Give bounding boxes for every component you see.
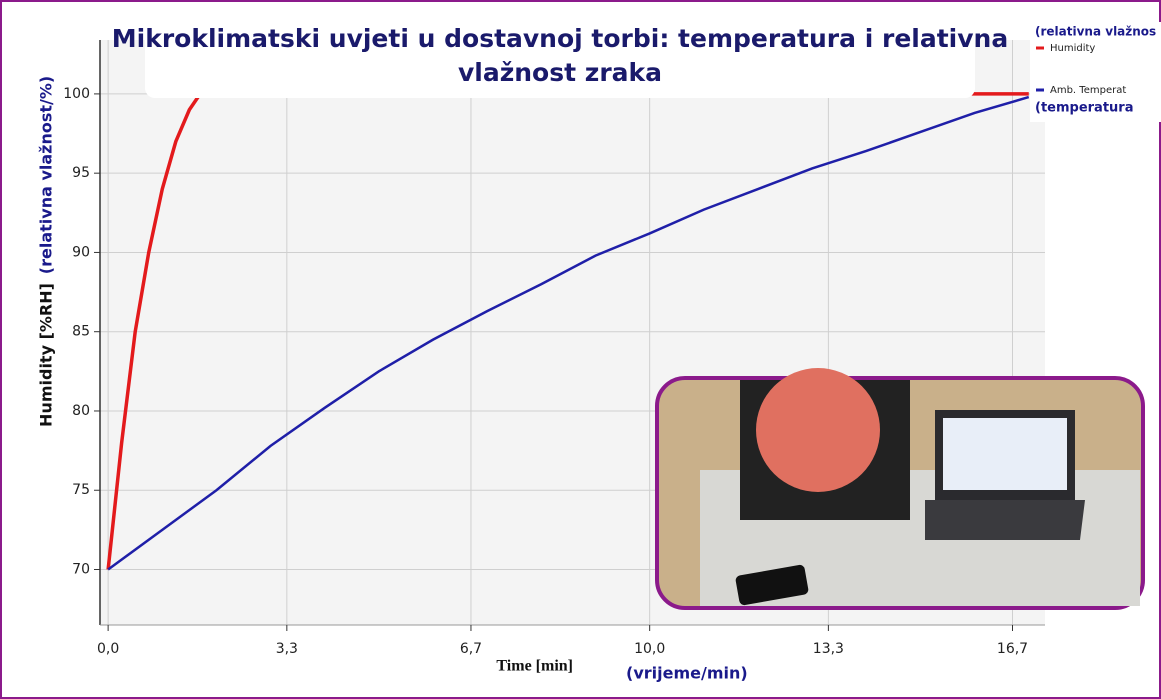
blur-circle — [756, 368, 880, 492]
screenshot: Mikroklimatski uvjeti u dostavnoj torbi:… — [0, 0, 1161, 699]
legend-label: Amb. Temperat — [1050, 85, 1126, 96]
x-tick-label: 0,0 — [97, 641, 119, 657]
laptop-display — [943, 418, 1067, 490]
legend-label: Humidity — [1050, 43, 1095, 54]
legend-note: (temperatura — [1035, 101, 1133, 116]
y-tick-label: 75 — [72, 482, 90, 498]
chart: Mikroklimatski uvjeti u dostavnoj torbi:… — [0, 0, 1161, 699]
y-tick-label: 95 — [72, 165, 90, 181]
y-tick-label: 85 — [72, 324, 90, 340]
legend: (relativna vlažnos (temperatura Humidity… — [1030, 22, 1161, 122]
x-tick-label: 3,3 — [276, 641, 298, 657]
x-axis-note: (vrijeme/min) — [626, 664, 748, 683]
legend-note: (relativna vlažnos — [1035, 25, 1156, 39]
y-axis-label: Humidity [%RH] — [37, 283, 56, 427]
laptop-base — [925, 500, 1085, 540]
y-tick-label: 90 — [72, 244, 90, 260]
x-tick-label: 10,0 — [634, 641, 665, 657]
y-tick-label: 80 — [72, 403, 90, 419]
x-tick-label: 13,3 — [813, 641, 844, 657]
title-line: Mikroklimatski uvjeti u dostavnoj torbi:… — [112, 24, 1008, 53]
y-tick-label: 70 — [72, 562, 90, 578]
x-axis-label: Time [min] — [496, 658, 573, 675]
photo-inset — [657, 368, 1143, 608]
x-tick-label: 6,7 — [460, 641, 482, 657]
y-axis-note: (relativna vlažnost/%) — [37, 76, 56, 274]
y-tick-label: 100 — [63, 86, 90, 102]
title-line: vlažnost zraka — [458, 58, 662, 87]
x-tick-label: 16,7 — [997, 641, 1028, 657]
